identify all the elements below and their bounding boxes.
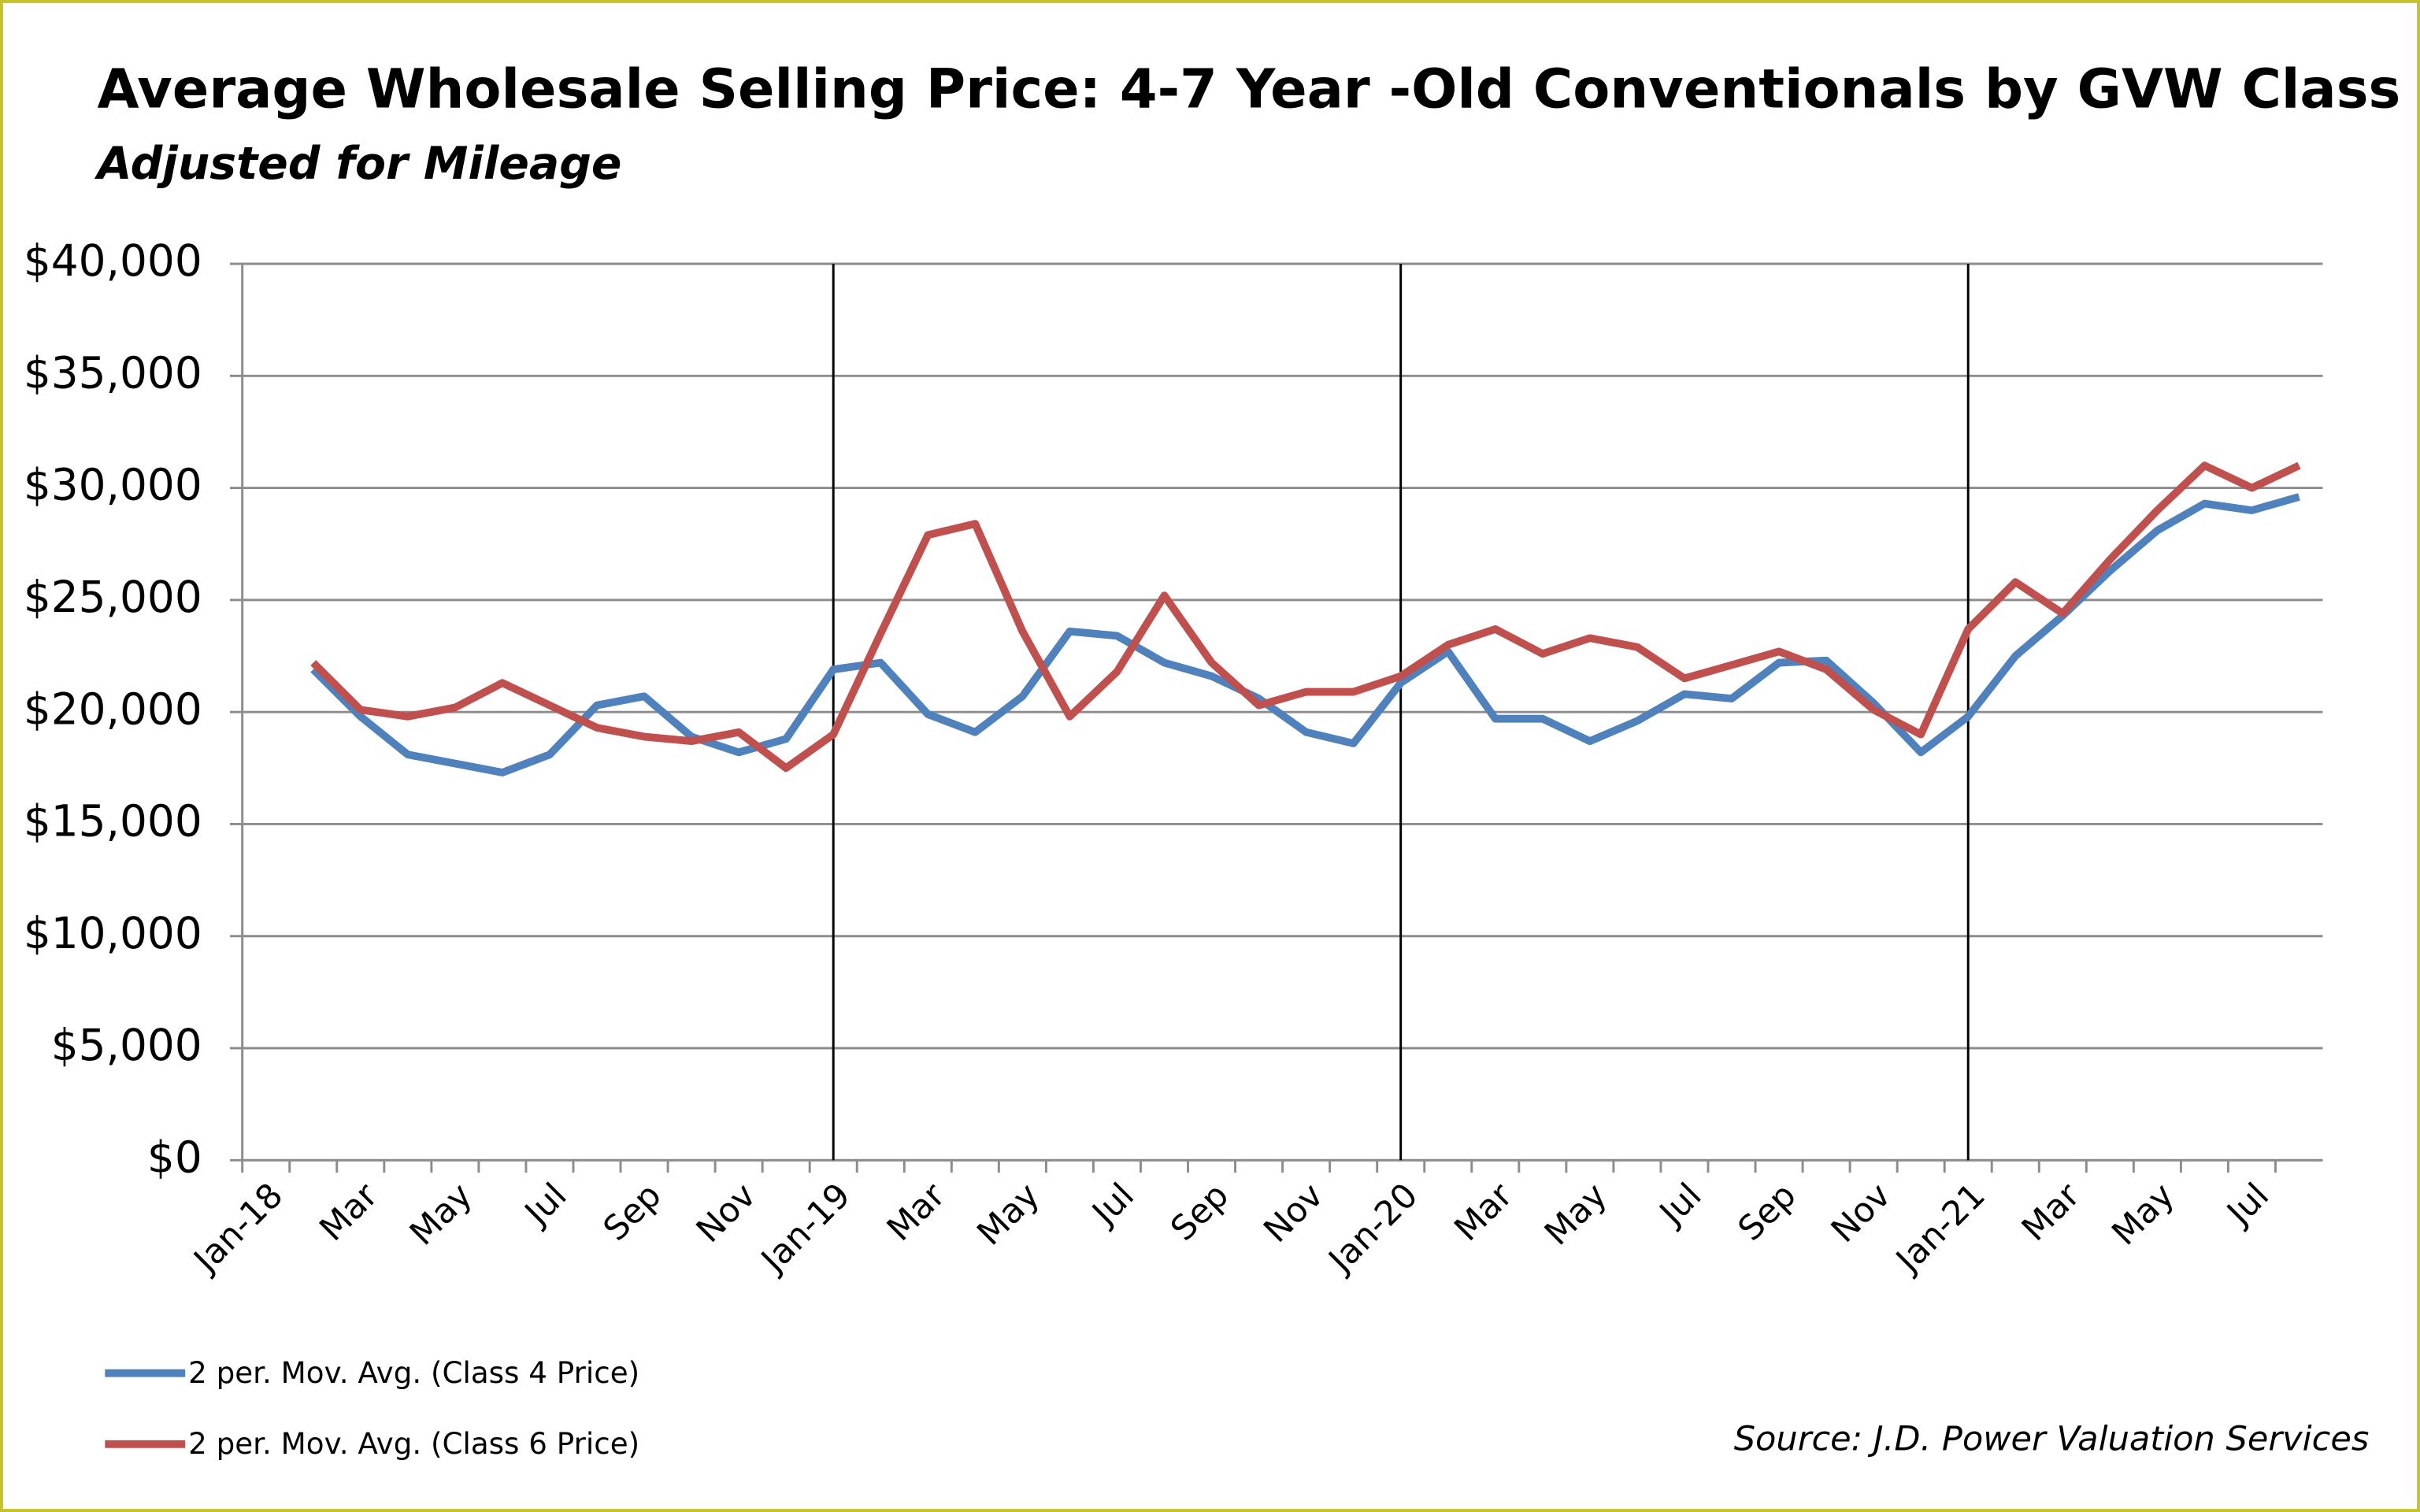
legend-label: 2 per. Mov. Avg. (Class 4 Price) (188, 1355, 639, 1390)
y-tick-label: $35,000 (24, 347, 202, 398)
chart-subtitle: Adjusted for Mileage (94, 138, 621, 190)
series-line (310, 493, 2300, 776)
y-tick-label: $10,000 (24, 908, 202, 958)
y-tick-label: $0 (147, 1132, 202, 1182)
y-tick-label: $20,000 (24, 684, 202, 734)
y-tick-label: $40,000 (24, 235, 202, 286)
legend-label: 2 per. Mov. Avg. (Class 6 Price) (188, 1426, 639, 1461)
y-tick-label: $15,000 (24, 796, 202, 847)
series-line (310, 461, 2301, 773)
source-note: Source: J.D. Power Valuation Services (1734, 1419, 2370, 1458)
chart-title: Average Wholesale Selling Price: 4-7 Yea… (97, 58, 2400, 121)
y-tick-label: $30,000 (24, 460, 202, 510)
y-tick-label: $5,000 (51, 1020, 202, 1070)
y-tick-label: $25,000 (24, 572, 202, 622)
